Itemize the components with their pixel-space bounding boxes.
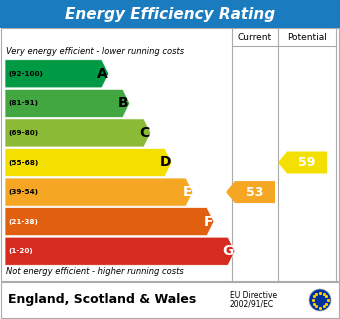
Text: Not energy efficient - higher running costs: Not energy efficient - higher running co…: [6, 267, 184, 276]
Polygon shape: [5, 89, 130, 117]
Polygon shape: [226, 181, 275, 203]
Circle shape: [309, 289, 331, 311]
Bar: [0, 0, 340, 28]
Text: E: E: [183, 185, 192, 199]
Polygon shape: [278, 152, 327, 174]
Polygon shape: [5, 178, 193, 206]
Text: Current: Current: [238, 33, 272, 41]
Text: C: C: [140, 126, 150, 140]
Text: 53: 53: [246, 186, 264, 198]
Bar: [1, 28, 339, 281]
Text: Potential: Potential: [287, 33, 327, 41]
Polygon shape: [5, 237, 235, 265]
Bar: [1, 282, 339, 318]
Text: (81-91): (81-91): [8, 100, 38, 106]
Text: (92-100): (92-100): [8, 71, 43, 77]
Text: (55-68): (55-68): [8, 160, 38, 166]
Text: D: D: [159, 155, 171, 169]
Text: G: G: [223, 244, 234, 258]
Text: Very energy efficient - lower running costs: Very energy efficient - lower running co…: [6, 47, 184, 56]
Text: (39-54): (39-54): [8, 189, 38, 195]
Text: 2002/91/EC: 2002/91/EC: [230, 300, 274, 308]
Text: (1-20): (1-20): [8, 248, 33, 254]
Text: B: B: [118, 96, 129, 110]
Text: F: F: [203, 215, 213, 229]
Text: A: A: [97, 67, 108, 81]
Text: (21-38): (21-38): [8, 219, 38, 225]
Polygon shape: [5, 148, 172, 176]
Text: EU Directive: EU Directive: [230, 292, 277, 300]
Polygon shape: [5, 60, 109, 88]
Polygon shape: [5, 119, 151, 147]
Text: England, Scotland & Wales: England, Scotland & Wales: [8, 293, 196, 307]
Text: (69-80): (69-80): [8, 130, 38, 136]
Text: Energy Efficiency Rating: Energy Efficiency Rating: [65, 6, 275, 21]
Polygon shape: [5, 208, 214, 236]
Text: 59: 59: [298, 156, 316, 169]
